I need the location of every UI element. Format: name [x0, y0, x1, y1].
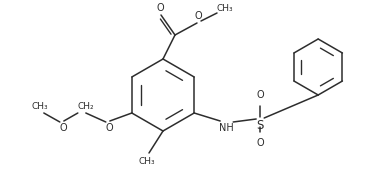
Text: CH₃: CH₃ [31, 101, 48, 111]
Text: O: O [59, 123, 67, 133]
Text: O: O [256, 90, 264, 100]
Text: CH₃: CH₃ [139, 156, 155, 165]
Text: NH: NH [219, 123, 234, 133]
Text: S: S [256, 118, 264, 131]
Text: CH₃: CH₃ [217, 3, 233, 12]
Text: O: O [194, 11, 202, 21]
Text: CH₂: CH₂ [78, 101, 94, 111]
Text: O: O [105, 123, 113, 133]
Text: O: O [256, 138, 264, 148]
Text: O: O [156, 3, 164, 13]
